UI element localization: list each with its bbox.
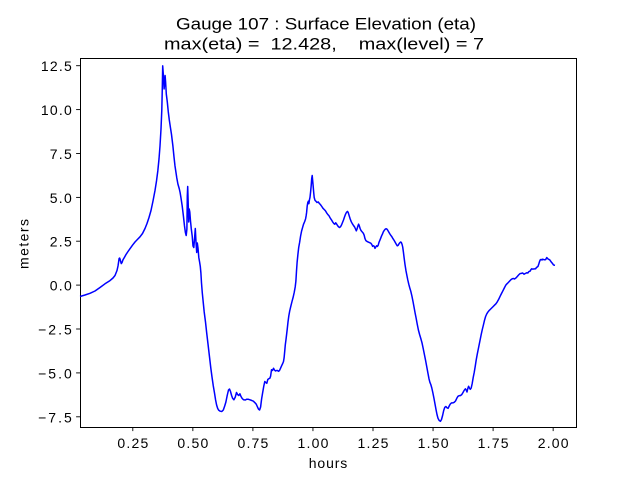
svg-text:meters: meters bbox=[16, 219, 32, 269]
svg-text:hours: hours bbox=[309, 455, 348, 471]
svg-text:1.25: 1.25 bbox=[358, 435, 389, 451]
svg-text:max(eta) = 12.428, max(lev: max(eta) = 12.428, max(level) = 7 bbox=[164, 35, 484, 54]
svg-text:2.5: 2.5 bbox=[50, 234, 72, 250]
svg-text:−7.5: −7.5 bbox=[38, 409, 72, 425]
svg-text:1.00: 1.00 bbox=[298, 435, 329, 451]
svg-text:10.0: 10.0 bbox=[41, 102, 72, 118]
svg-text:−2.5: −2.5 bbox=[38, 322, 72, 338]
svg-text:−5.0: −5.0 bbox=[38, 365, 72, 381]
svg-text:12.5: 12.5 bbox=[41, 58, 72, 74]
svg-text:7.5: 7.5 bbox=[50, 146, 72, 162]
svg-text:0.0: 0.0 bbox=[50, 278, 72, 294]
svg-text:0.25: 0.25 bbox=[117, 435, 148, 451]
svg-text:0.50: 0.50 bbox=[177, 435, 208, 451]
svg-text:2.00: 2.00 bbox=[538, 435, 569, 451]
svg-text:5.0: 5.0 bbox=[50, 190, 72, 206]
svg-text:Gauge 107 : Surface Elevation: Gauge 107 : Surface Elevation (eta) bbox=[176, 15, 476, 34]
svg-text:0.75: 0.75 bbox=[237, 435, 268, 451]
svg-text:1.50: 1.50 bbox=[418, 435, 449, 451]
svg-text:1.75: 1.75 bbox=[478, 435, 509, 451]
